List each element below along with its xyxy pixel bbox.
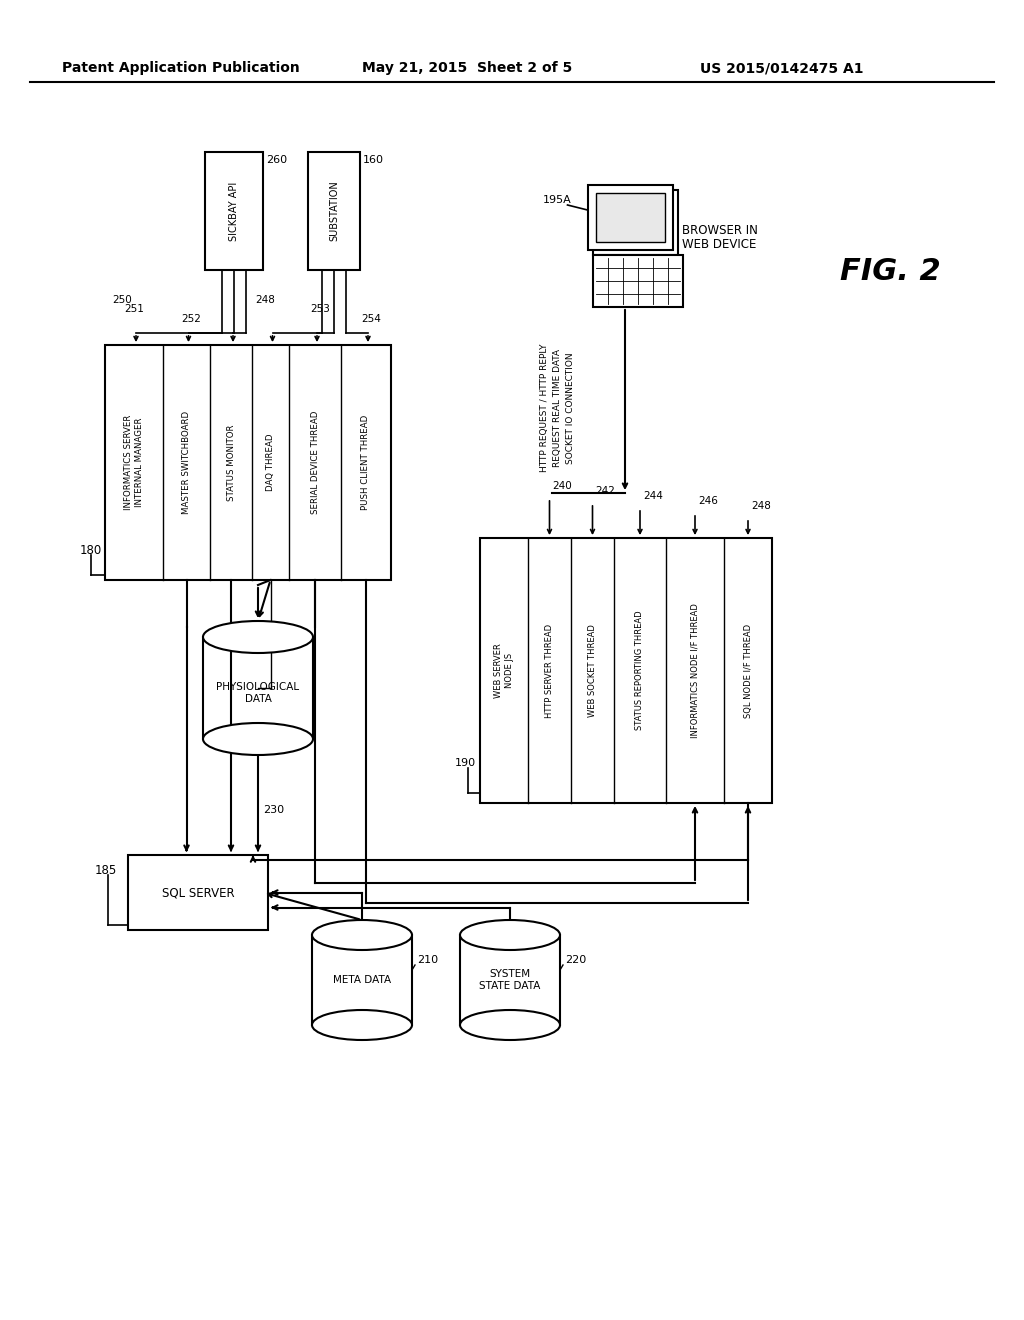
Ellipse shape <box>312 1010 412 1040</box>
Bar <box>596 193 665 242</box>
Ellipse shape <box>460 920 560 950</box>
Ellipse shape <box>203 620 313 653</box>
Bar <box>593 255 683 308</box>
Text: SICKBAY API: SICKBAY API <box>229 181 239 240</box>
Text: STATUS MONITOR: STATUS MONITOR <box>226 424 236 500</box>
Text: 251: 251 <box>124 304 144 314</box>
Text: 210: 210 <box>417 954 438 965</box>
Text: HTTP SERVER THREAD: HTTP SERVER THREAD <box>545 623 554 718</box>
Bar <box>205 152 263 271</box>
Bar <box>460 935 560 1026</box>
Text: 253: 253 <box>310 304 330 314</box>
Text: SQL NODE I/F THREAD: SQL NODE I/F THREAD <box>743 623 753 718</box>
Text: 240: 240 <box>553 480 572 491</box>
Text: 160: 160 <box>362 154 384 165</box>
Text: US 2015/0142475 A1: US 2015/0142475 A1 <box>700 61 863 75</box>
Bar <box>588 185 673 249</box>
Text: STATUS REPORTING THREAD: STATUS REPORTING THREAD <box>636 611 644 730</box>
Text: 254: 254 <box>361 314 381 323</box>
Text: DAQ THREAD: DAQ THREAD <box>266 434 275 491</box>
Bar <box>308 152 360 271</box>
Text: WEB SOCKET THREAD: WEB SOCKET THREAD <box>588 624 597 717</box>
Text: WEB SERVER
NODE JS: WEB SERVER NODE JS <box>495 643 514 698</box>
Text: 195A: 195A <box>543 195 571 205</box>
Text: SYSTEM
STATE DATA: SYSTEM STATE DATA <box>479 969 541 991</box>
Bar <box>312 935 412 1026</box>
Text: 190: 190 <box>455 758 476 768</box>
Text: INFORMATICS SERVER
INTERNAL MANAGER: INFORMATICS SERVER INTERNAL MANAGER <box>124 414 143 511</box>
Text: SERIAL DEVICE THREAD: SERIAL DEVICE THREAD <box>310 411 319 515</box>
Text: 248: 248 <box>751 502 771 511</box>
Ellipse shape <box>312 920 412 950</box>
Text: FIG. 2: FIG. 2 <box>840 257 941 286</box>
Bar <box>593 190 678 255</box>
Text: MASTER SWITCHBOARD: MASTER SWITCHBOARD <box>182 411 191 513</box>
Text: PUSH CLIENT THREAD: PUSH CLIENT THREAD <box>361 414 371 510</box>
Bar <box>105 345 391 579</box>
Text: 248: 248 <box>256 294 275 305</box>
Text: 242: 242 <box>596 486 615 496</box>
Text: SOCKET IO CONNECTION: SOCKET IO CONNECTION <box>566 352 575 463</box>
Bar <box>480 539 772 803</box>
Text: REQUEST REAL TIME DATA: REQUEST REAL TIME DATA <box>553 348 562 467</box>
Text: 250: 250 <box>112 294 132 305</box>
Text: 246: 246 <box>698 496 718 506</box>
Text: 185: 185 <box>95 863 118 876</box>
Text: SQL SERVER: SQL SERVER <box>162 886 234 899</box>
Bar <box>203 638 313 739</box>
Text: HTTP REQUEST / HTTP REPLY: HTTP REQUEST / HTTP REPLY <box>540 343 549 473</box>
Text: INFORMATICS NODE I/F THREAD: INFORMATICS NODE I/F THREAD <box>690 603 699 738</box>
Text: PHYSIOLOGICAL
DATA: PHYSIOLOGICAL DATA <box>216 682 300 704</box>
Bar <box>128 855 268 931</box>
Text: Patent Application Publication: Patent Application Publication <box>62 61 300 75</box>
Ellipse shape <box>460 1010 560 1040</box>
Ellipse shape <box>203 723 313 755</box>
Text: May 21, 2015  Sheet 2 of 5: May 21, 2015 Sheet 2 of 5 <box>362 61 572 75</box>
Text: META DATA: META DATA <box>333 975 391 985</box>
Text: 220: 220 <box>565 954 587 965</box>
Text: 180: 180 <box>80 544 102 557</box>
Text: SUBSTATION: SUBSTATION <box>329 181 339 242</box>
Text: 260: 260 <box>266 154 287 165</box>
Text: 230: 230 <box>263 805 284 814</box>
Text: 252: 252 <box>181 314 202 323</box>
Text: 244: 244 <box>643 491 663 502</box>
Text: BROWSER IN
WEB DEVICE: BROWSER IN WEB DEVICE <box>683 223 759 252</box>
